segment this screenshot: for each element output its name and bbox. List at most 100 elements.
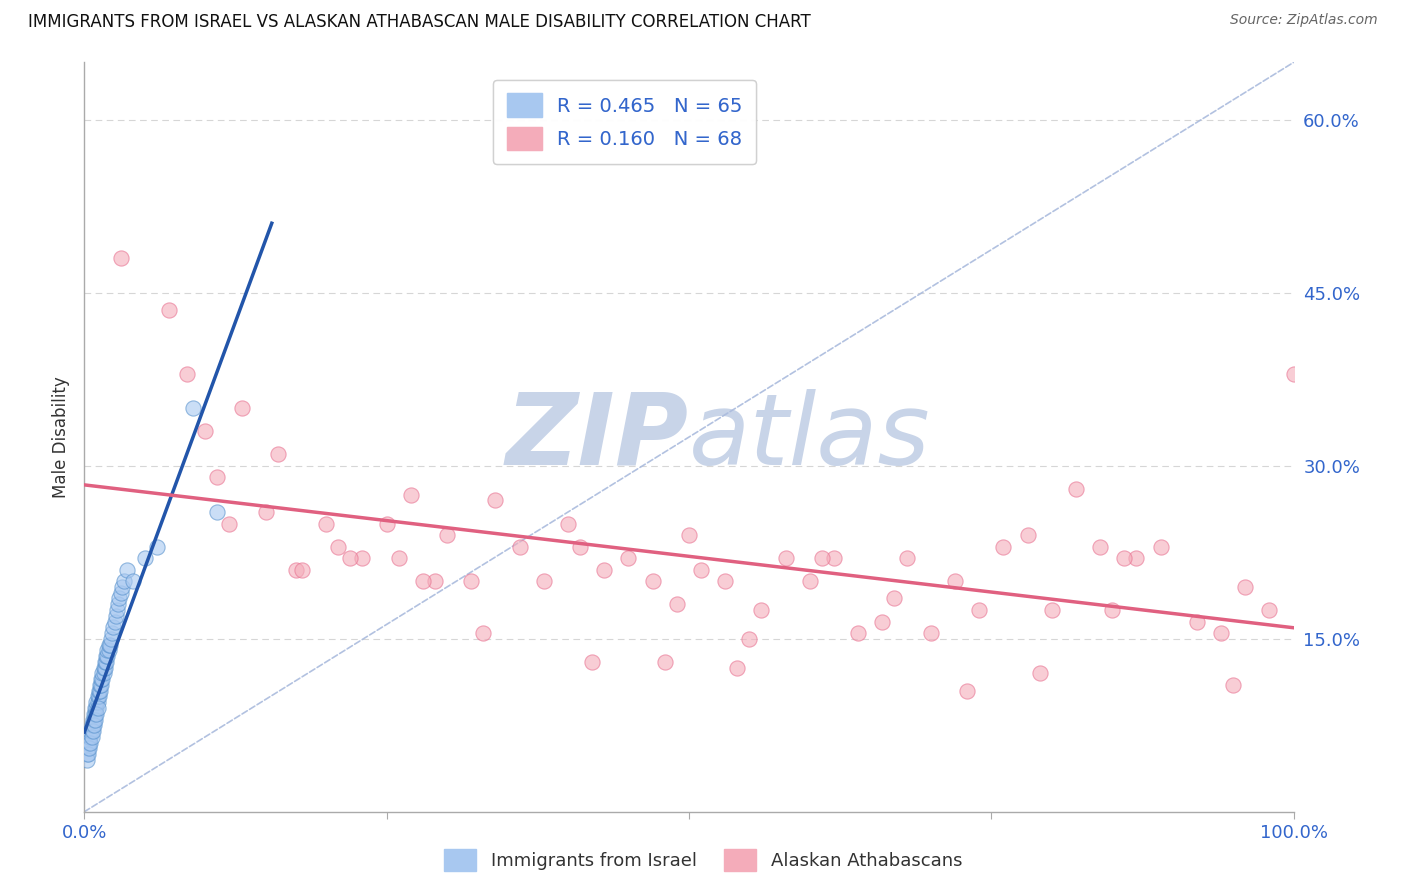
Point — [79, 735, 101, 749]
Point — [101, 626, 124, 640]
Point — [87, 683, 110, 698]
Point — [678, 528, 700, 542]
Point — [1028, 666, 1050, 681]
Point — [94, 660, 117, 674]
Point — [111, 580, 134, 594]
Point — [1282, 367, 1305, 381]
Point — [1185, 615, 1208, 629]
Text: IMMIGRANTS FROM ISRAEL VS ALASKAN ATHABASCAN MALE DISABILITY CORRELATION CHART: IMMIGRANTS FROM ISRAEL VS ALASKAN ATHABA… — [28, 13, 811, 31]
Point — [108, 591, 131, 606]
Point — [86, 695, 108, 709]
Point — [993, 540, 1015, 554]
Point — [146, 540, 169, 554]
Point — [121, 574, 143, 589]
Y-axis label: Male Disability: Male Disability — [52, 376, 70, 498]
Point — [291, 563, 314, 577]
Point — [86, 701, 108, 715]
Point — [690, 563, 713, 577]
Point — [207, 470, 229, 484]
Point — [97, 638, 120, 652]
Point — [110, 252, 132, 266]
Point — [472, 626, 495, 640]
Point — [1040, 603, 1063, 617]
Point — [1017, 528, 1039, 542]
Point — [799, 574, 821, 589]
Point — [90, 678, 112, 692]
Point — [77, 730, 100, 744]
Point — [94, 649, 117, 664]
Text: ZIP: ZIP — [506, 389, 689, 485]
Point — [157, 303, 180, 318]
Legend: R = 0.465   N = 65, R = 0.160   N = 68: R = 0.465 N = 65, R = 0.160 N = 68 — [494, 79, 756, 164]
Point — [1101, 603, 1123, 617]
Point — [714, 574, 737, 589]
Point — [91, 666, 114, 681]
Point — [617, 551, 640, 566]
Point — [103, 620, 125, 634]
Point — [569, 540, 592, 554]
Point — [80, 718, 103, 732]
Point — [83, 706, 105, 721]
Point — [581, 655, 603, 669]
Point — [1222, 678, 1244, 692]
Point — [388, 551, 411, 566]
Point — [83, 713, 105, 727]
Point — [872, 615, 894, 629]
Point — [533, 574, 555, 589]
Point — [79, 724, 101, 739]
Point — [423, 574, 446, 589]
Point — [77, 741, 100, 756]
Point — [82, 724, 104, 739]
Point — [82, 718, 104, 732]
Point — [775, 551, 797, 566]
Point — [352, 551, 374, 566]
Point — [76, 747, 98, 761]
Point — [896, 551, 918, 566]
Point — [593, 563, 616, 577]
Legend: Immigrants from Israel, Alaskan Athabascans: Immigrants from Israel, Alaskan Athabasc… — [436, 842, 970, 879]
Point — [104, 608, 127, 623]
Point — [328, 540, 350, 554]
Point — [79, 730, 101, 744]
Point — [112, 574, 135, 589]
Point — [93, 666, 115, 681]
Point — [738, 632, 761, 646]
Point — [811, 551, 834, 566]
Point — [920, 626, 942, 640]
Point — [665, 597, 688, 611]
Point — [218, 516, 240, 531]
Point — [181, 401, 204, 416]
Point — [436, 528, 458, 542]
Point — [412, 574, 434, 589]
Point — [84, 706, 107, 721]
Point — [194, 425, 217, 439]
Point — [654, 655, 676, 669]
Point — [267, 447, 290, 461]
Point — [943, 574, 966, 589]
Point — [76, 753, 98, 767]
Point — [967, 603, 990, 617]
Point — [86, 706, 108, 721]
Point — [823, 551, 845, 566]
Point — [509, 540, 531, 554]
Point — [87, 690, 110, 704]
Point — [96, 643, 118, 657]
Point — [105, 603, 128, 617]
Point — [484, 493, 506, 508]
Point — [80, 730, 103, 744]
Point — [1088, 540, 1111, 554]
Point — [77, 741, 100, 756]
Point — [956, 683, 979, 698]
Point — [104, 615, 127, 629]
Point — [1149, 540, 1171, 554]
Point — [375, 516, 398, 531]
Point — [1209, 626, 1232, 640]
Point — [107, 597, 129, 611]
Point — [134, 551, 156, 566]
Point — [86, 690, 108, 704]
Text: Source: ZipAtlas.com: Source: ZipAtlas.com — [1230, 13, 1378, 28]
Point — [751, 603, 773, 617]
Point — [77, 735, 100, 749]
Point — [90, 672, 112, 686]
Point — [557, 516, 579, 531]
